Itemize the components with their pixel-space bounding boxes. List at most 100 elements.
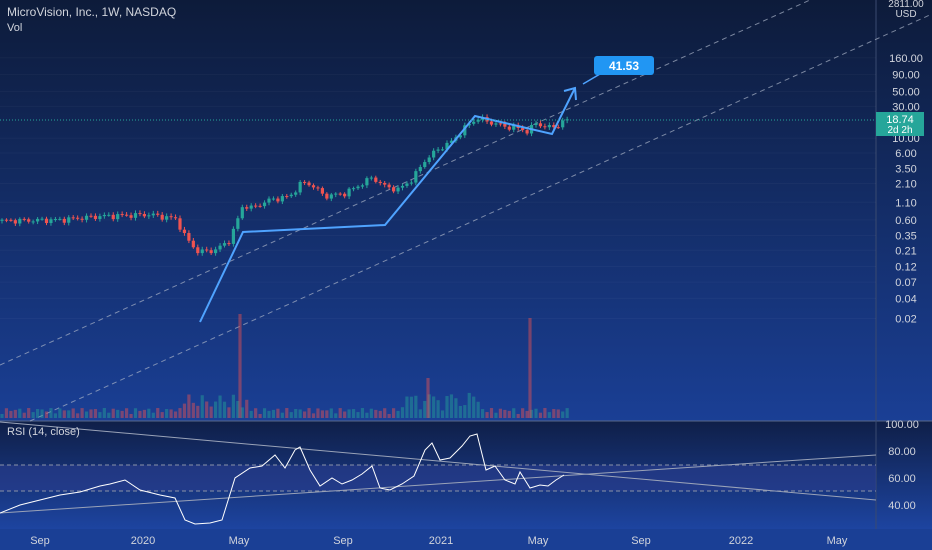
volume-bar (396, 410, 400, 418)
volume-bar (200, 395, 204, 418)
volume-bar (338, 408, 342, 418)
candle-body (27, 219, 31, 222)
price-axis-tick: 160.00 (889, 53, 923, 65)
rsi-axis-tick: 40.00 (888, 500, 916, 512)
volume-bar (547, 412, 551, 418)
volume-bar (320, 410, 324, 418)
candle-body (418, 167, 422, 172)
channel-lower-line (29, 13, 932, 422)
volume-bar (347, 409, 351, 418)
volume-bar (222, 401, 227, 418)
rsi-line (0, 433, 565, 525)
candle-body (507, 126, 511, 130)
price-axis-tick: 1.10 (895, 197, 916, 209)
candle-body (543, 126, 547, 128)
volume-bar (351, 409, 356, 418)
candle-body (267, 198, 271, 203)
price-axis-tick: 10.00 (892, 133, 920, 145)
candle-body (494, 123, 498, 125)
current-price-badge-box (876, 112, 924, 136)
volume-bar (165, 409, 169, 418)
volume-bar (67, 410, 71, 418)
candle-body (249, 205, 253, 209)
symbol-line[interactable]: MicroVision, Inc., 1W, NASDAQ (7, 5, 176, 19)
volume-bar (27, 408, 31, 418)
candle-body (547, 125, 551, 128)
time-axis-tick: 2021 (429, 535, 453, 547)
volume-bar (387, 413, 391, 418)
rsi-axis-tick: 60.00 (888, 473, 916, 485)
candle-body (449, 140, 454, 143)
volume-bar (245, 399, 249, 418)
candle-body (182, 229, 187, 234)
volume-bar (142, 409, 146, 418)
volume-bar (240, 407, 244, 418)
candle-body (440, 149, 445, 151)
volume-bar (178, 408, 182, 418)
volume-bar (102, 408, 106, 418)
volume-bar (440, 410, 445, 418)
volume-bar (9, 410, 13, 418)
volume-bar (125, 408, 129, 418)
candle-body (120, 214, 124, 216)
candle-body (209, 250, 213, 254)
volume-bars (0, 314, 569, 418)
candle-body (276, 198, 280, 202)
candle-body (200, 249, 204, 254)
candle-body (503, 123, 507, 127)
candle-body (160, 214, 164, 220)
volume-bar (485, 412, 489, 418)
price-axis-tick: 3.50 (895, 164, 916, 176)
volume-bar (494, 412, 498, 418)
price-axis[interactable]: 2811.00 USD 160.00 90.00 50.00 30.00 10.00 6.… (888, 0, 924, 326)
candle-body (173, 217, 178, 219)
candle-body (98, 216, 102, 219)
candle-body (107, 214, 111, 216)
target-price-label[interactable]: 41.53 (594, 56, 654, 75)
candle-body (111, 214, 115, 220)
rsi-axis[interactable]: 100.00 80.00 60.00 40.00 (885, 419, 919, 512)
volume-bar (258, 413, 262, 418)
volume-bar (481, 409, 485, 418)
volume-bar (400, 407, 405, 418)
candle-body (227, 243, 231, 245)
candle-body (325, 193, 329, 199)
candle-body (294, 192, 298, 195)
volume-bar (454, 398, 458, 418)
volume-bar (138, 410, 142, 418)
candle-body (169, 216, 173, 218)
volume-bar (307, 408, 311, 418)
candle-body (316, 187, 320, 189)
candle-body (71, 217, 75, 219)
candle-body (489, 121, 494, 125)
rsi-resistance-trendline (0, 421, 877, 501)
volume-bar (289, 412, 293, 418)
candle-body (125, 214, 129, 216)
rsi-title[interactable]: RSI (14, close) (7, 426, 80, 438)
volume-bar (84, 411, 89, 418)
candle-body (521, 128, 525, 131)
volume-bar (463, 405, 467, 418)
volume-bar (218, 395, 222, 418)
volume-bar (13, 409, 17, 418)
candle-body (40, 218, 44, 220)
candle-body (334, 193, 338, 195)
volume-bar (369, 408, 373, 418)
candle-body (240, 207, 244, 219)
candle-body (298, 181, 302, 193)
candle-body (36, 218, 40, 222)
volume-label[interactable]: Vol (7, 22, 22, 34)
volume-bar (191, 402, 195, 418)
trend-path (199, 73, 601, 323)
candle-body (458, 135, 462, 138)
volume-bar (44, 411, 49, 418)
volume-bar (53, 413, 57, 418)
volume-bar (133, 408, 138, 418)
volume-bar (298, 409, 302, 418)
volume-bar (365, 412, 369, 418)
channel-upper-line (0, 0, 811, 366)
candle-body (18, 218, 22, 224)
time-axis[interactable]: Sep 2020 May Sep 2021 May Sep 2022 May (30, 535, 848, 547)
volume-bar (254, 408, 258, 418)
